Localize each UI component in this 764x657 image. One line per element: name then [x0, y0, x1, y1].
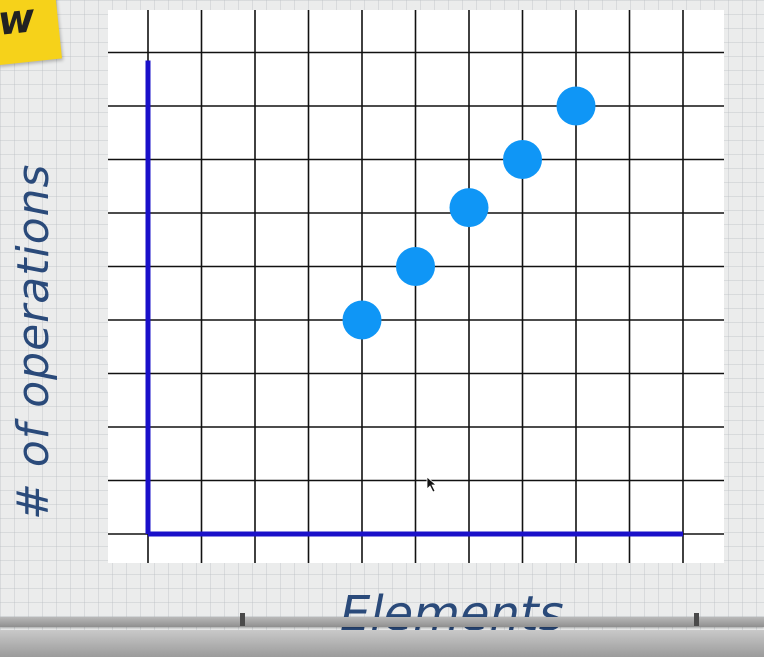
data-point [449, 188, 489, 228]
data-point [342, 300, 382, 340]
player-controls-strip [0, 630, 764, 657]
scrub-marker[interactable] [694, 613, 699, 626]
axes [145, 60, 683, 537]
data-point [556, 86, 596, 126]
data-point [503, 140, 542, 179]
video-scrub-bar[interactable] [0, 617, 764, 627]
data-points [342, 86, 596, 340]
scrub-marker[interactable] [240, 613, 245, 626]
y-axis-label: # of operations [8, 163, 59, 520]
mouse-pointer-icon [426, 476, 438, 493]
data-point [396, 247, 435, 286]
